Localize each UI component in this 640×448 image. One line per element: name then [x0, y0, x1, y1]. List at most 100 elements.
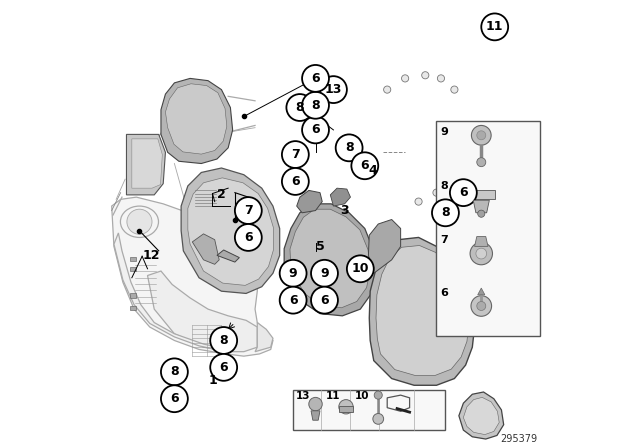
- Circle shape: [161, 358, 188, 385]
- Text: 6: 6: [220, 361, 228, 374]
- Text: 2: 2: [217, 188, 226, 202]
- Polygon shape: [369, 220, 401, 273]
- Text: 6: 6: [170, 392, 179, 405]
- Circle shape: [383, 86, 391, 93]
- Polygon shape: [161, 78, 233, 164]
- Text: 6: 6: [459, 186, 468, 199]
- Circle shape: [351, 152, 378, 179]
- Bar: [339, 406, 353, 412]
- Polygon shape: [165, 84, 227, 154]
- Circle shape: [127, 209, 152, 234]
- Circle shape: [210, 354, 237, 381]
- Polygon shape: [330, 188, 351, 206]
- Text: 8: 8: [440, 181, 448, 191]
- Bar: [131, 257, 136, 261]
- Circle shape: [280, 260, 307, 287]
- Text: 6: 6: [311, 123, 320, 137]
- Polygon shape: [477, 288, 485, 295]
- Text: 1: 1: [209, 374, 218, 388]
- Bar: [293, 390, 445, 430]
- Text: 11: 11: [486, 20, 504, 34]
- Circle shape: [432, 199, 459, 226]
- Text: 7: 7: [291, 148, 300, 161]
- Text: 8: 8: [170, 365, 179, 379]
- Bar: [131, 293, 136, 298]
- Text: 7: 7: [440, 235, 448, 245]
- Circle shape: [336, 134, 362, 161]
- Circle shape: [415, 198, 422, 205]
- Circle shape: [477, 158, 486, 167]
- Circle shape: [224, 190, 246, 213]
- Circle shape: [374, 391, 382, 399]
- Polygon shape: [369, 237, 475, 385]
- Circle shape: [302, 116, 329, 143]
- Polygon shape: [255, 323, 273, 352]
- Bar: [131, 306, 136, 310]
- Circle shape: [481, 13, 508, 40]
- Polygon shape: [188, 178, 273, 285]
- Circle shape: [433, 189, 440, 196]
- Bar: [436, 121, 540, 336]
- Text: 12: 12: [142, 249, 160, 262]
- Text: 9: 9: [320, 267, 329, 280]
- Circle shape: [161, 385, 188, 412]
- Polygon shape: [376, 246, 468, 375]
- Text: 9: 9: [440, 127, 448, 137]
- Text: 8: 8: [345, 141, 353, 155]
- Text: 4: 4: [369, 164, 377, 177]
- Polygon shape: [127, 134, 165, 195]
- Circle shape: [210, 327, 237, 354]
- Circle shape: [476, 248, 486, 259]
- Circle shape: [373, 414, 383, 424]
- Polygon shape: [148, 271, 257, 352]
- Polygon shape: [181, 168, 280, 293]
- Circle shape: [477, 131, 486, 140]
- Polygon shape: [290, 209, 370, 308]
- Text: 6: 6: [320, 293, 329, 307]
- Polygon shape: [132, 139, 163, 188]
- Polygon shape: [112, 197, 273, 356]
- Circle shape: [451, 86, 458, 93]
- Circle shape: [235, 224, 262, 251]
- Polygon shape: [114, 233, 228, 352]
- Text: 8: 8: [441, 206, 450, 220]
- Bar: [468, 190, 495, 199]
- Circle shape: [287, 94, 314, 121]
- Text: 13: 13: [324, 83, 342, 96]
- Text: 6: 6: [360, 159, 369, 172]
- Circle shape: [302, 92, 329, 119]
- Circle shape: [422, 72, 429, 79]
- Circle shape: [401, 75, 409, 82]
- Text: 5: 5: [316, 240, 324, 253]
- Circle shape: [472, 125, 491, 145]
- Text: 7: 7: [244, 204, 253, 217]
- Circle shape: [477, 210, 485, 217]
- Text: 11: 11: [326, 392, 340, 401]
- Text: 6: 6: [244, 231, 253, 244]
- Text: 3: 3: [340, 204, 349, 217]
- Text: 8: 8: [311, 99, 320, 112]
- Circle shape: [339, 400, 353, 414]
- Text: 6: 6: [440, 289, 448, 298]
- Text: 8: 8: [296, 101, 304, 114]
- Circle shape: [450, 179, 477, 206]
- Text: 13: 13: [296, 392, 311, 401]
- Text: 6: 6: [289, 293, 298, 307]
- Circle shape: [347, 255, 374, 282]
- Circle shape: [311, 260, 338, 287]
- Circle shape: [320, 76, 347, 103]
- Text: 295379: 295379: [500, 434, 538, 444]
- Circle shape: [308, 397, 323, 411]
- Circle shape: [235, 197, 262, 224]
- Text: 10: 10: [355, 392, 369, 401]
- Polygon shape: [473, 200, 490, 213]
- Circle shape: [282, 141, 309, 168]
- Polygon shape: [284, 204, 376, 316]
- Text: 8: 8: [220, 334, 228, 347]
- Circle shape: [302, 65, 329, 92]
- Polygon shape: [463, 397, 499, 435]
- Text: 6: 6: [291, 175, 300, 188]
- Circle shape: [282, 168, 309, 195]
- Circle shape: [471, 296, 492, 316]
- Bar: [131, 267, 136, 271]
